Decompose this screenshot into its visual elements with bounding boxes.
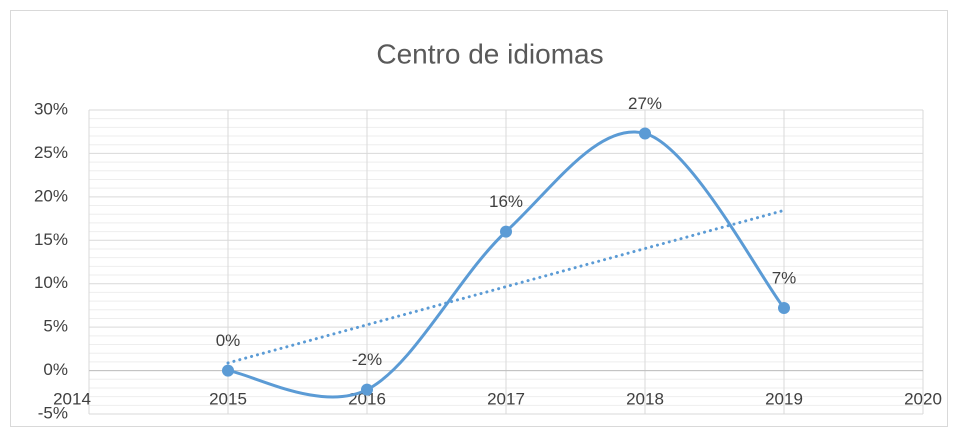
trendline — [226, 208, 786, 365]
chart-title: Centro de idiomas — [376, 38, 603, 69]
y-tick-label: 15% — [34, 230, 68, 249]
marker — [639, 127, 651, 140]
marker — [222, 364, 234, 377]
x-tick-label: 2015 — [209, 389, 247, 408]
marker — [361, 383, 373, 396]
y-tick-label: 25% — [34, 143, 68, 162]
x-tick-label: 2017 — [487, 389, 525, 408]
marker — [500, 225, 512, 238]
marker — [778, 302, 790, 315]
data-label: 16% — [489, 192, 523, 211]
y-tick-label: 30% — [34, 99, 68, 118]
chart-border — [10, 10, 948, 427]
data-label: 7% — [772, 269, 797, 288]
y-tick-label: 0% — [43, 360, 68, 379]
x-tick-label: 2018 — [626, 389, 664, 408]
y-tick-label: 10% — [34, 273, 68, 292]
y-tick-label: 5% — [43, 317, 68, 336]
y-tick-label: -5% — [38, 403, 68, 422]
y-tick-label: 20% — [34, 186, 68, 205]
data-label: -2% — [352, 350, 382, 369]
data-label: 27% — [628, 94, 662, 113]
x-tick-label: 2014 — [53, 389, 91, 408]
x-tick-label: 2019 — [765, 389, 803, 408]
data-label: 0% — [216, 331, 241, 350]
x-tick-label: 2020 — [904, 389, 942, 408]
